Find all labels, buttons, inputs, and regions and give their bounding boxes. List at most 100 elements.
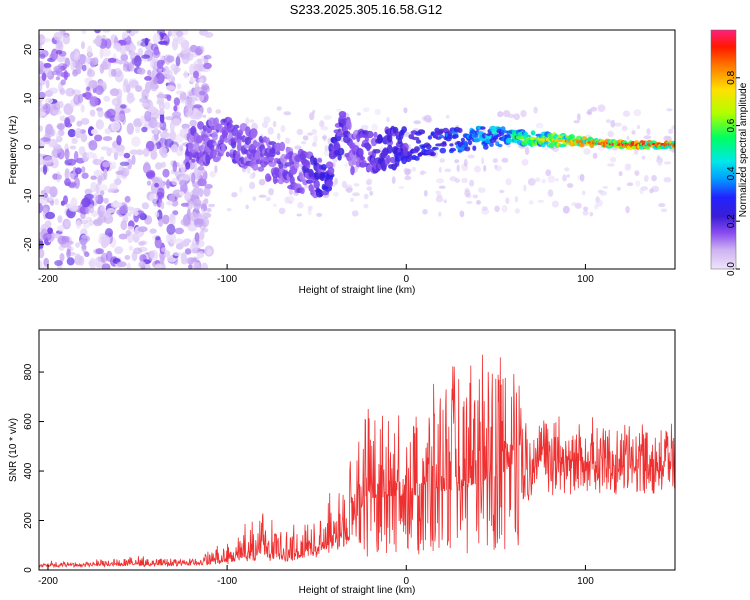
noise-blob (175, 55, 181, 67)
faint-blob (501, 157, 509, 163)
faint-blob (467, 154, 475, 159)
noise-blob (173, 105, 178, 112)
noise-blob (89, 109, 96, 117)
noise-blob (193, 70, 199, 79)
noise-blob (146, 180, 152, 186)
faint-blob (469, 179, 475, 187)
faint-blob (622, 110, 631, 117)
faint-blob (463, 158, 468, 167)
noise-blob (76, 60, 84, 71)
noise-blob (190, 242, 198, 254)
noise-blob (114, 178, 122, 186)
noise-blob (116, 135, 122, 146)
noise-blob (203, 62, 212, 70)
signal-blob (429, 151, 436, 157)
noise-blob (160, 201, 165, 210)
faint-blob (494, 205, 500, 213)
noise-blob (145, 171, 155, 178)
noise-blob (82, 93, 87, 98)
noise-blob (41, 37, 51, 43)
signal-blob (432, 146, 439, 151)
spectrogram-ytick-label: -10 (23, 188, 34, 203)
noise-blob (57, 215, 63, 224)
signal-blob (223, 137, 229, 143)
signal-blob (411, 136, 420, 141)
faint-blob (249, 119, 255, 123)
colorbar-tick-label: 0.2 (726, 214, 737, 228)
noise-blob (39, 49, 49, 58)
noise-blob (120, 104, 127, 109)
faint-blob (589, 212, 594, 217)
noise-blob (172, 251, 182, 257)
noise-blob (195, 234, 200, 246)
signal-blob (306, 179, 313, 184)
faint-blob (668, 128, 674, 134)
faint-blob (636, 124, 641, 130)
noise-blob (50, 142, 59, 147)
noise-blob (105, 228, 113, 238)
noise-blob (191, 172, 196, 184)
noise-blob (158, 40, 168, 45)
faint-blob (592, 152, 598, 159)
noise-blob (66, 248, 71, 259)
faint-blob (374, 108, 381, 116)
faint-blob (481, 157, 485, 165)
snr-ytick-label: 400 (23, 462, 34, 479)
signal-blob (268, 141, 277, 146)
faint-blob (581, 190, 586, 196)
noise-blob (49, 186, 58, 198)
faint-blob (633, 149, 639, 155)
signal-blob (579, 143, 585, 148)
faint-blob (239, 186, 243, 193)
noise-blob (129, 149, 140, 155)
noise-blob (139, 240, 148, 246)
noise-blob (154, 182, 160, 188)
noise-blob (178, 179, 188, 187)
faint-blob (333, 191, 339, 197)
faint-blob (541, 178, 546, 184)
noise-blob (75, 167, 82, 175)
noise-blob (88, 219, 94, 227)
signal-blob (320, 164, 327, 170)
noise-blob (105, 250, 113, 262)
colorbar-tick-label: 0.4 (726, 166, 737, 180)
faint-blob (614, 122, 622, 127)
noise-blob (188, 91, 193, 97)
noise-blob (169, 129, 176, 141)
noise-blob (40, 193, 49, 201)
faint-blob (671, 125, 675, 130)
faint-blob (422, 209, 428, 215)
noise-blob (155, 162, 163, 170)
faint-blob (316, 212, 323, 217)
signal-blob (449, 147, 457, 152)
faint-blob (610, 156, 617, 163)
faint-blob (214, 165, 218, 173)
noise-blob (88, 80, 98, 89)
faint-blob (206, 107, 212, 114)
noise-blob (156, 187, 165, 198)
faint-blob (320, 126, 329, 131)
faint-blob (602, 185, 609, 189)
signal-blob (187, 142, 194, 150)
noise-blob (147, 69, 152, 77)
signal-blob (233, 124, 240, 129)
noise-blob (166, 200, 173, 206)
noise-blob (117, 59, 124, 65)
faint-blob (626, 135, 630, 141)
signal-blob (365, 130, 374, 139)
noise-blob (124, 255, 131, 260)
signal-blob (189, 134, 195, 142)
noise-blob (162, 168, 170, 178)
snr-frame (38, 329, 676, 571)
faint-blob (208, 203, 216, 208)
noise-blob (180, 99, 186, 104)
faint-blob (635, 180, 641, 187)
faint-blob (625, 205, 630, 214)
signal-blob (212, 142, 218, 147)
faint-blob (247, 166, 251, 174)
signal-blob (193, 141, 200, 152)
noise-blob (196, 250, 205, 259)
faint-blob (296, 128, 303, 136)
faint-blob (527, 178, 536, 186)
faint-blob (215, 109, 221, 114)
